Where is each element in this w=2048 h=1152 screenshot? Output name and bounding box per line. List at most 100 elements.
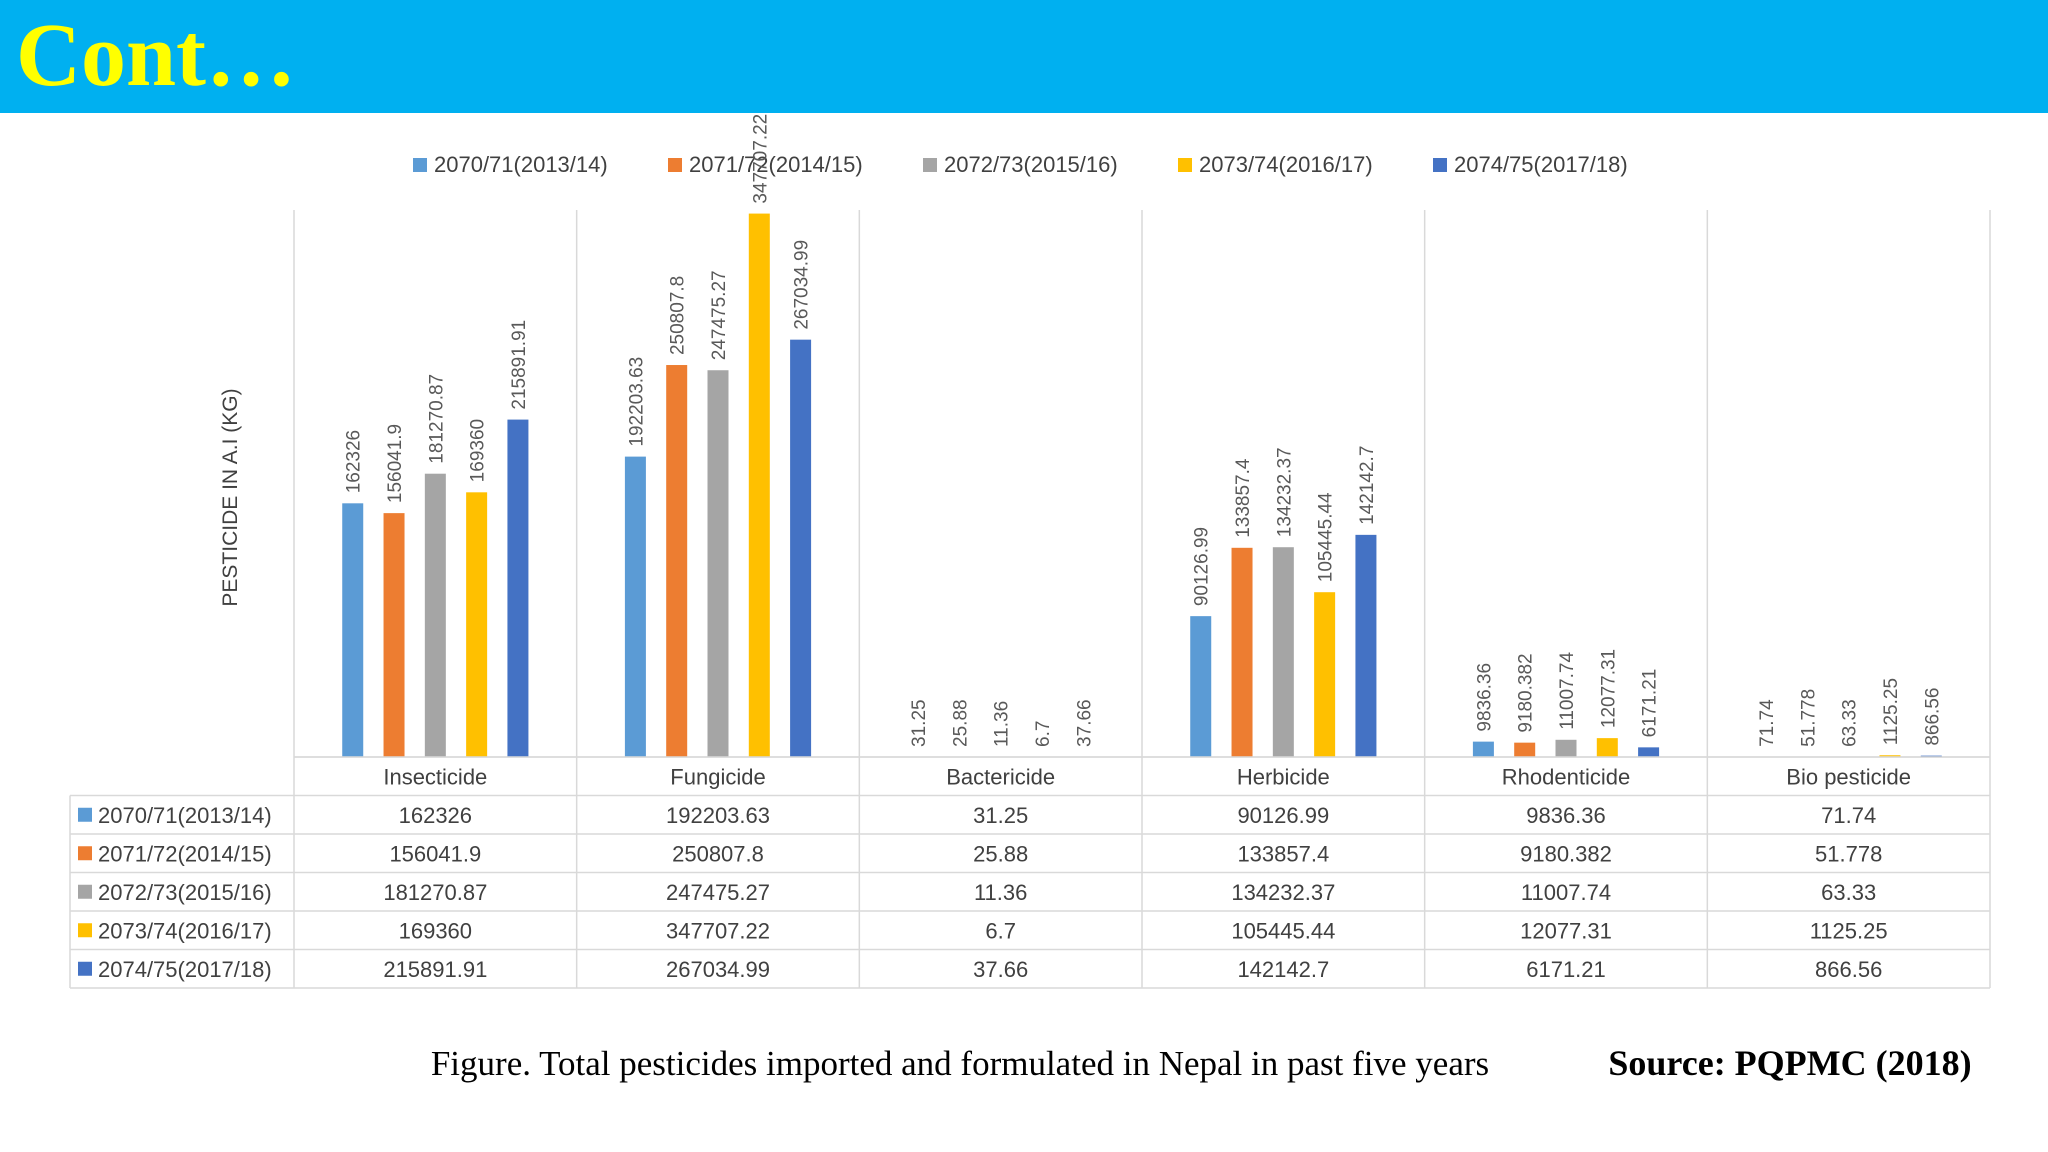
- table-cell: 192203.63: [666, 803, 770, 828]
- table-cell: 181270.87: [383, 880, 487, 905]
- table-cell: 12077.31: [1520, 918, 1612, 943]
- table-cell: 267034.99: [666, 957, 770, 982]
- data-label: 9180.382: [1516, 653, 1537, 732]
- table-legend-key: [78, 807, 92, 822]
- legend-swatch: [923, 158, 937, 172]
- table-cell: 37.66: [973, 957, 1028, 982]
- bar-insecticide-4: [507, 419, 529, 757]
- bar-rhodenticide-0: [1472, 741, 1494, 757]
- data-label: 142142.7: [1357, 446, 1378, 525]
- bar-herbicide-4: [1355, 534, 1377, 757]
- table-cell: 133857.4: [1237, 841, 1329, 866]
- data-label: 866.56: [1922, 688, 1943, 746]
- bar-fungicide-0: [624, 456, 646, 757]
- data-label: 347707.22: [750, 114, 771, 204]
- legend-swatch: [668, 158, 682, 172]
- table-cell: 11007.74: [1521, 880, 1611, 905]
- table-cell: 250807.8: [672, 841, 764, 866]
- table-legend-key: [78, 884, 92, 899]
- data-label: 1125.25: [1881, 678, 1902, 745]
- table-cell: 142142.7: [1237, 957, 1329, 982]
- legend-label: 2074/75(2017/18): [1454, 152, 1628, 177]
- legend-label: 2072/73(2015/16): [944, 152, 1118, 177]
- bar-fungicide-3: [748, 213, 770, 758]
- data-label: 250807.8: [668, 276, 689, 355]
- table-cell: 11.36: [974, 880, 1027, 905]
- table-cell: 105445.44: [1231, 918, 1335, 943]
- table-cell: 6.7: [985, 918, 1016, 943]
- data-label: 31.25: [909, 699, 930, 747]
- data-label: 90126.99: [1192, 527, 1213, 606]
- data-label: 105445.44: [1316, 492, 1337, 582]
- table-cell: 347707.22: [666, 918, 770, 943]
- table-series-name: 2073/74(2016/17): [98, 918, 272, 943]
- bar-insecticide-2: [424, 473, 446, 757]
- table-cell: 6171.21: [1526, 957, 1606, 982]
- bar-herbicide-3: [1314, 592, 1336, 757]
- legend-item: 2072/73(2015/16): [923, 150, 1118, 180]
- data-label: 134232.37: [1274, 447, 1295, 537]
- table-cell: 9836.36: [1526, 803, 1606, 828]
- table-cell: 169360: [399, 918, 472, 943]
- data-label: 12077.31: [1598, 649, 1619, 728]
- y-axis-label: PESTICIDE IN A.I (KG): [219, 388, 242, 606]
- table-cell: 90126.99: [1237, 803, 1329, 828]
- data-label: 192203.63: [626, 357, 647, 447]
- data-label: 215891.91: [509, 320, 530, 410]
- table-cell: 71.74: [1821, 803, 1876, 828]
- data-label: 11007.74: [1557, 652, 1578, 730]
- category-label: Bio pesticide: [1786, 764, 1911, 789]
- legend-item: 2074/75(2017/18): [1433, 150, 1628, 180]
- legend-item: 2071/72(2014/15): [668, 150, 863, 180]
- legend-label: 2071/72(2014/15): [689, 152, 863, 177]
- category-label: Insecticide: [383, 764, 487, 789]
- chart-legend: 2070/71(2013/14) 2071/72(2014/15) 2072/73(…: [0, 150, 2048, 180]
- bar-herbicide-1: [1231, 547, 1253, 757]
- data-label: 156041.9: [385, 424, 406, 503]
- table-cell: 63.33: [1821, 880, 1876, 905]
- legend-label: 2073/74(2016/17): [1199, 152, 1373, 177]
- category-label: Rhodenticide: [1502, 764, 1630, 789]
- data-label: 6171.21: [1640, 669, 1661, 738]
- data-label: 169360: [468, 419, 489, 482]
- table-cell: 1125.25: [1810, 918, 1888, 943]
- table-cell: 31.25: [973, 803, 1028, 828]
- bar-fungicide-2: [707, 370, 729, 757]
- bar-herbicide-0: [1190, 616, 1212, 757]
- table-cell: 25.88: [973, 841, 1028, 866]
- data-label: 11.36: [992, 701, 1013, 747]
- data-label: 267034.99: [792, 240, 813, 330]
- table-cell: 51.778: [1815, 841, 1882, 866]
- slide-title: Cont…: [16, 6, 297, 105]
- table-cell: 9180.382: [1520, 841, 1612, 866]
- category-label: Bactericide: [946, 764, 1055, 789]
- data-label: 37.66: [1074, 699, 1095, 747]
- legend-swatch: [413, 158, 427, 172]
- table-series-name: 2074/75(2017/18): [98, 957, 272, 982]
- bar-rhodenticide-2: [1555, 739, 1577, 757]
- data-label: 71.74: [1757, 699, 1778, 747]
- table-cell: 866.56: [1815, 957, 1882, 982]
- source-note: Source: PQPMC (2018): [1608, 1043, 1972, 1083]
- table-series-name: 2070/71(2013/14): [98, 803, 272, 828]
- table-cell: 215891.91: [383, 957, 487, 982]
- bar-rhodenticide-3: [1596, 738, 1618, 757]
- bar-insecticide-0: [342, 503, 364, 757]
- data-label: 25.88: [950, 699, 971, 747]
- table-series-name: 2071/72(2014/15): [98, 841, 272, 866]
- bar-bio-pesticide-3: [1879, 755, 1901, 757]
- bar-insecticide-1: [383, 513, 405, 757]
- table-series-name: 2072/73(2015/16): [98, 880, 272, 905]
- data-label: 181270.87: [426, 374, 447, 464]
- bar-fungicide-1: [666, 365, 688, 757]
- data-label: 9836.36: [1474, 663, 1495, 732]
- legend-swatch: [1178, 158, 1192, 172]
- table-cell: 247475.27: [666, 880, 770, 905]
- data-label: 247475.27: [709, 270, 730, 360]
- data-label: 51.778: [1798, 689, 1819, 747]
- category-label: Herbicide: [1237, 764, 1330, 789]
- data-label: 63.33: [1840, 699, 1861, 747]
- bar-rhodenticide-4: [1638, 747, 1660, 757]
- figure-caption: Figure. Total pesticides imported and fo…: [430, 1044, 1490, 1083]
